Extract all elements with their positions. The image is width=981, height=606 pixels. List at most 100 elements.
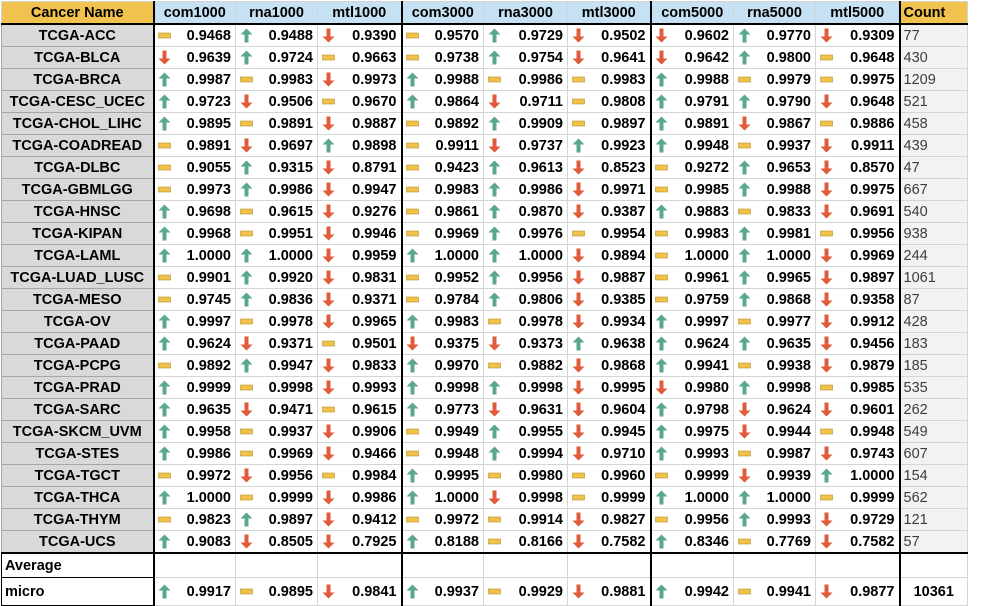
score-cell[interactable]: 0.9897: [235, 508, 318, 531]
score-cell[interactable]: 0.9615: [235, 200, 318, 223]
count-cell[interactable]: 47: [899, 156, 968, 179]
header-mtl5000[interactable]: mtl5000: [815, 1, 901, 25]
score-cell[interactable]: 0.9948: [650, 134, 734, 157]
score-cell[interactable]: 0.9944: [733, 420, 816, 443]
cancer-name-cell[interactable]: TCGA-OV: [1, 310, 154, 333]
score-cell[interactable]: 1.0000: [733, 244, 816, 267]
score-cell[interactable]: 0.9423: [401, 156, 484, 179]
score-cell[interactable]: 0.8523: [567, 156, 652, 179]
count-cell[interactable]: 521: [899, 90, 968, 113]
cancer-name-cell[interactable]: TCGA-LAML: [1, 244, 154, 267]
score-cell[interactable]: 1.0000: [733, 486, 816, 509]
header-com3000[interactable]: com3000: [401, 1, 484, 25]
score-cell[interactable]: 0.9870: [483, 200, 568, 223]
micro-count-cell[interactable]: 10361: [899, 577, 968, 606]
score-cell[interactable]: 0.9604: [567, 398, 652, 421]
count-cell[interactable]: 607: [899, 442, 968, 465]
score-cell[interactable]: 0.9898: [317, 134, 403, 157]
score-cell[interactable]: 0.9998: [483, 376, 568, 399]
score-cell[interactable]: 0.9272: [650, 156, 734, 179]
score-cell[interactable]: 0.8505: [235, 530, 318, 554]
score-cell[interactable]: 0.9984: [317, 464, 403, 487]
score-cell[interactable]: 0.9631: [483, 398, 568, 421]
score-cell[interactable]: 0.8346: [650, 530, 734, 554]
score-cell[interactable]: 0.9841: [317, 577, 403, 606]
score-cell[interactable]: 0.9373: [483, 332, 568, 355]
cancer-name-cell[interactable]: TCGA-STES: [1, 442, 154, 465]
score-cell[interactable]: 0.9456: [815, 332, 901, 355]
header-com1000[interactable]: com1000: [152, 1, 236, 25]
score-cell[interactable]: 0.9501: [317, 332, 403, 355]
score-cell[interactable]: 0.9980: [483, 464, 568, 487]
count-cell[interactable]: 183: [899, 332, 968, 355]
count-cell[interactable]: 549: [899, 420, 968, 443]
score-cell[interactable]: 0.9868: [567, 354, 652, 377]
count-cell[interactable]: 535: [899, 376, 968, 399]
score-cell[interactable]: 0.8166: [483, 530, 568, 554]
score-cell[interactable]: 0.9827: [567, 508, 652, 531]
count-cell[interactable]: 154: [899, 464, 968, 487]
score-cell[interactable]: 1.0000: [235, 244, 318, 267]
score-cell[interactable]: 0.9977: [733, 310, 816, 333]
score-cell[interactable]: 0.9868: [733, 288, 816, 311]
score-cell[interactable]: 0.9985: [650, 178, 734, 201]
score-cell[interactable]: 0.9987: [152, 68, 236, 91]
score-cell[interactable]: 0.9981: [733, 222, 816, 245]
score-cell[interactable]: 0.9986: [483, 178, 568, 201]
score-cell[interactable]: 0.9986: [235, 178, 318, 201]
score-cell[interactable]: 0.9971: [567, 178, 652, 201]
score-cell[interactable]: 0.9711: [483, 90, 568, 113]
score-cell[interactable]: 0.9759: [650, 288, 734, 311]
score-cell[interactable]: 0.9601: [815, 398, 901, 421]
score-cell[interactable]: 0.9969: [401, 222, 484, 245]
score-cell[interactable]: 0.9385: [567, 288, 652, 311]
count-cell[interactable]: 428: [899, 310, 968, 333]
count-cell[interactable]: 667: [899, 178, 968, 201]
cancer-name-cell[interactable]: TCGA-KIPAN: [1, 222, 154, 245]
score-cell[interactable]: 0.9920: [235, 266, 318, 289]
score-cell[interactable]: 0.9371: [235, 332, 318, 355]
score-cell[interactable]: 0.9883: [650, 200, 734, 223]
score-cell[interactable]: 0.9952: [401, 266, 484, 289]
score-cell[interactable]: 0.9745: [152, 288, 236, 311]
score-cell[interactable]: 0.9877: [815, 577, 901, 606]
score-cell[interactable]: 0.9648: [815, 46, 901, 69]
score-cell[interactable]: 0.9961: [650, 266, 734, 289]
score-cell[interactable]: 0.9914: [483, 508, 568, 531]
score-cell[interactable]: 0.9831: [317, 266, 403, 289]
score-cell[interactable]: 0.9983: [401, 310, 484, 333]
score-cell[interactable]: 0.9983: [567, 68, 652, 91]
score-cell[interactable]: 1.0000: [650, 486, 734, 509]
score-cell[interactable]: 0.9833: [317, 354, 403, 377]
score-cell[interactable]: 0.9934: [567, 310, 652, 333]
score-cell[interactable]: 0.9390: [317, 23, 403, 47]
score-cell[interactable]: 0.9906: [317, 420, 403, 443]
score-cell[interactable]: 0.9948: [815, 420, 901, 443]
score-cell[interactable]: 0.9790: [733, 90, 816, 113]
score-cell[interactable]: 0.9638: [567, 332, 652, 355]
score-cell[interactable]: 0.9641: [567, 46, 652, 69]
score-cell[interactable]: 0.9615: [317, 398, 403, 421]
score-cell[interactable]: 0.9897: [815, 266, 901, 289]
cancer-name-cell[interactable]: TCGA-SKCM_UVM: [1, 420, 154, 443]
score-cell[interactable]: 0.9958: [152, 420, 236, 443]
score-cell[interactable]: 0.9867: [733, 112, 816, 135]
score-cell[interactable]: 0.9956: [483, 266, 568, 289]
header-mtl1000[interactable]: mtl1000: [317, 1, 403, 25]
score-cell[interactable]: 0.9988: [650, 68, 734, 91]
score-cell[interactable]: 0.9729: [815, 508, 901, 531]
score-cell[interactable]: 0.9892: [152, 354, 236, 377]
score-cell[interactable]: 0.9602: [650, 23, 734, 47]
score-cell[interactable]: 0.9691: [815, 200, 901, 223]
score-cell[interactable]: 0.8188: [401, 530, 484, 554]
header-count[interactable]: Count: [899, 1, 968, 25]
score-cell[interactable]: 0.7769: [733, 530, 816, 554]
score-cell[interactable]: 1.0000: [401, 244, 484, 267]
cancer-name-cell[interactable]: TCGA-PAAD: [1, 332, 154, 355]
score-cell[interactable]: 0.9995: [401, 464, 484, 487]
score-cell[interactable]: 0.9754: [483, 46, 568, 69]
score-cell[interactable]: 0.9959: [317, 244, 403, 267]
count-cell[interactable]: 562: [899, 486, 968, 509]
count-cell[interactable]: 540: [899, 200, 968, 223]
score-cell[interactable]: 0.9998: [235, 376, 318, 399]
